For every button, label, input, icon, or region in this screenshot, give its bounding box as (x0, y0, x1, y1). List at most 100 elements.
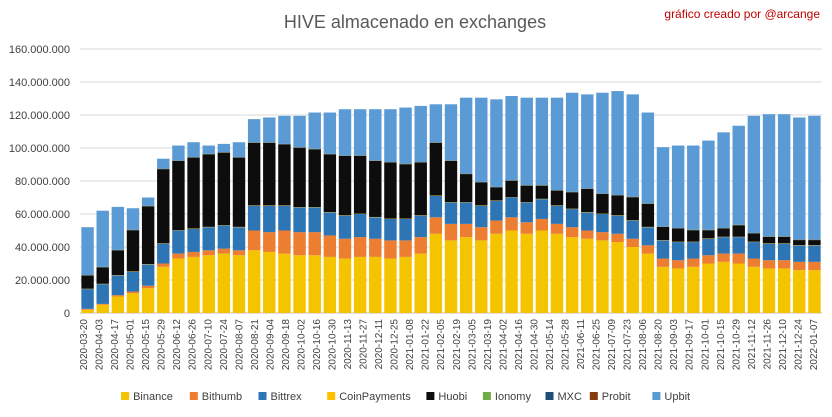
bar-segment-huobi (475, 182, 488, 206)
bar-segment-binance (157, 266, 170, 313)
x-tick-label: 2020-05-15 (141, 319, 152, 371)
bar-segment-huobi (384, 162, 397, 219)
bar-segment-huobi (187, 157, 200, 229)
x-tick-label: 2020-06-12 (172, 319, 183, 371)
bar-segment-huobi (232, 157, 246, 227)
bar-segment-binance (308, 255, 321, 313)
x-tick-label: 2021-04-16 (514, 319, 525, 371)
y-tick-label: 100.000.000 (9, 143, 70, 155)
bar-segment-bittrex (687, 242, 700, 259)
bar-segment-bittrex (596, 214, 609, 233)
bar-segment-binance (369, 256, 382, 313)
x-tick-label: 2020-04-17 (110, 319, 121, 371)
bar-segment-upbit (490, 99, 503, 187)
bar-segment-huobi (263, 142, 276, 206)
bar-segment-bittrex (157, 243, 170, 264)
bar-segment-binance (747, 266, 761, 313)
bar-segment-huobi (490, 187, 503, 201)
bar-segment-upbit (475, 97, 488, 182)
bar-segment-huobi (747, 233, 761, 242)
x-tick-label: 2020-11-13 (343, 319, 354, 370)
x-tick-label: 2022-01-07 (809, 319, 820, 371)
bar-segment-bittrex (247, 205, 261, 231)
bar-segment-bithumb (671, 260, 685, 269)
x-tick-label: 2021-03-19 (483, 319, 494, 371)
bar-segment-huobi (338, 155, 352, 216)
bar-segment-bittrex (505, 197, 518, 218)
axis-layer: 0 20.000.000 40.000.000 60.000.000 80.000.00… (9, 44, 820, 370)
bar-segment-binance (520, 233, 533, 313)
bar-segment-bithumb (323, 235, 337, 257)
bar-segment-binance (626, 247, 639, 313)
bar-segment-upbit (202, 145, 215, 154)
x-tick-label: 2021-02-05 (436, 319, 447, 371)
bar-segment-upbit (505, 96, 518, 181)
bar-segment-bithumb (459, 223, 473, 238)
legend-label: CoinPayments (339, 391, 411, 403)
bar-segment-bithumb (308, 232, 321, 256)
bar-segment-upbit (353, 109, 367, 156)
bar-segment-bittrex (777, 243, 791, 261)
bar-segment-huobi (126, 230, 140, 272)
bar-segment-upbit (671, 145, 685, 229)
bar-segment-huobi (717, 228, 730, 237)
y-tick-label: 20.000.000 (15, 275, 70, 287)
bar-segment-binance (490, 233, 503, 313)
bar-segment-upbit (414, 105, 427, 163)
bar-segment-bithumb (565, 227, 579, 238)
bar-segment-upbit (172, 145, 185, 161)
bar-segment-bittrex (308, 207, 321, 233)
bar-segment-huobi (141, 206, 155, 264)
bar-segment-huobi (353, 155, 367, 214)
x-tick-label: 2020-05-01 (126, 319, 137, 371)
bar-segment-bithumb (202, 250, 215, 256)
bar-segment-bithumb (641, 245, 655, 254)
bar-segment-upbit (111, 206, 125, 250)
bar-segment-bittrex (187, 228, 200, 252)
x-tick-label: 2021-05-28 (560, 319, 571, 371)
bar-segment-binance (793, 270, 806, 313)
bar-segment-huobi (81, 275, 94, 289)
y-tick-label: 160.000.000 (9, 44, 70, 56)
legend-label: Bittrex (271, 391, 303, 403)
bar-segment-bittrex (96, 284, 109, 304)
bar-segment-bithumb (581, 230, 594, 239)
bar-segment-upbit (399, 107, 412, 164)
bar-segment-bittrex (611, 215, 624, 234)
x-tick-label: 2021-11-12 (747, 319, 758, 370)
bar-segment-upbit (141, 197, 155, 206)
bar-segment-binance (353, 256, 367, 313)
bar-segment-binance (565, 237, 579, 313)
legend-swatch (589, 392, 598, 400)
bar-segment-binance (732, 263, 745, 313)
bar-segment-bithumb (550, 223, 564, 234)
x-tick-label: 2020-12-25 (390, 319, 401, 371)
x-tick-label: 2020-12-11 (374, 319, 385, 370)
x-tick-label: 2021-08-06 (638, 319, 649, 371)
bar-segment-bittrex (535, 199, 549, 219)
bar-segment-bittrex (141, 264, 155, 286)
x-tick-label: 2020-03-20 (79, 319, 90, 371)
bar-segment-bittrex (444, 202, 458, 224)
bar-segment-upbit (157, 158, 170, 169)
bar-segment-bithumb (96, 303, 109, 305)
bar-segment-bittrex (293, 207, 306, 233)
legend-swatch (652, 392, 661, 400)
x-tick-label: 2021-07-09 (607, 319, 618, 371)
bar-segment-bithumb (338, 238, 352, 259)
bar-segment-binance (232, 255, 246, 313)
bar-segment-upbit (626, 94, 639, 197)
bar-segment-upbit (535, 97, 549, 186)
bar-segment-upbit (702, 140, 715, 230)
bar-segment-binance (777, 268, 791, 313)
bar-segment-bithumb (475, 227, 488, 241)
bar-segment-binance (687, 266, 700, 313)
bar-segment-bithumb (157, 263, 170, 267)
bar-segment-binance (429, 233, 443, 313)
bar-segment-binance (671, 268, 685, 313)
bar-segment-bithumb (353, 237, 367, 257)
bar-segment-bithumb (535, 218, 549, 231)
bar-segment-bithumb (808, 261, 821, 271)
bar-segment-binance (278, 253, 291, 313)
bar-segment-upbit (293, 115, 306, 148)
